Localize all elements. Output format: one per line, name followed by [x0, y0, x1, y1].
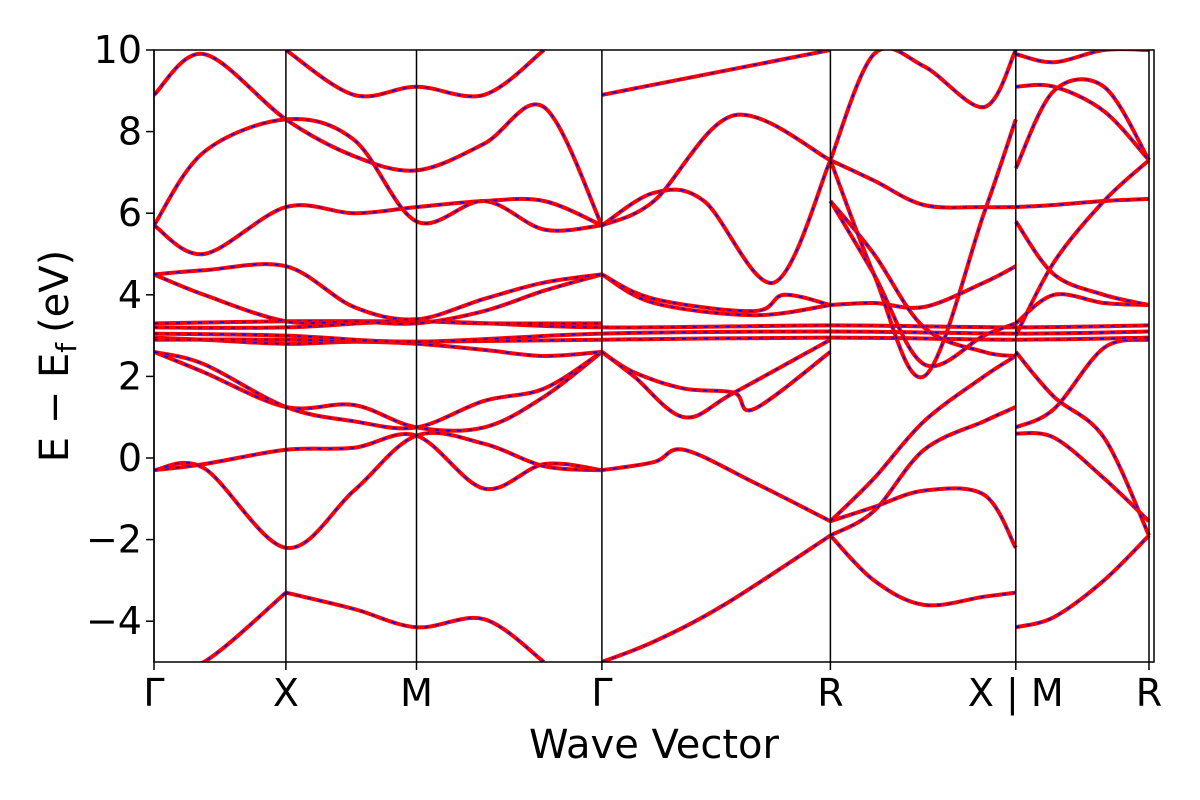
band-line-dashed-38	[1015, 159, 1150, 336]
band-line-1	[601, 447, 832, 523]
band-line-dashed-17	[601, 338, 831, 419]
band-line-dashed-21	[154, 320, 1150, 329]
x-tick-label-2: M	[400, 671, 433, 715]
band-line-dashed-2	[154, 432, 602, 549]
band-line-dashed-29	[154, 198, 603, 255]
band-line-dashed-24	[154, 263, 603, 321]
band-line-15	[154, 349, 603, 431]
band-line-dashed-12	[202, 591, 287, 662]
band-line-dashed-20	[154, 330, 1150, 343]
x-axis: Γ X M Γ R X | M R	[143, 662, 1162, 716]
y-tick-label-2: 0	[118, 436, 142, 480]
band-line-9	[1015, 431, 1151, 523]
y-axis-label-subscript: f	[50, 342, 83, 353]
y-axis: −4 −2 0 2 4 6 8 10	[86, 28, 154, 643]
band-line-dashed-16	[601, 351, 831, 412]
band-line-dashed-15	[154, 351, 603, 430]
high-symmetry-lines	[153, 50, 1150, 662]
band-line-43	[601, 50, 831, 97]
x-tick-label-3: Γ	[591, 671, 612, 715]
band-line-dashed-3	[601, 534, 831, 662]
band-line-44	[828, 50, 1018, 161]
band-line-8	[1015, 534, 1151, 630]
x-tick-label-0: Γ	[143, 671, 164, 715]
band-line-dashed-42	[285, 50, 545, 98]
band-line-dashed-32	[601, 113, 831, 227]
y-axis-label-unit: (eV)	[32, 250, 78, 333]
x-tick-label-5: X | M	[968, 671, 1064, 716]
band-line-11	[1014, 350, 1151, 537]
band-line-dashed-1	[601, 448, 831, 522]
y-tick-label-3: 2	[118, 354, 142, 398]
band-line-dashed-33	[830, 159, 1016, 209]
band-line-31	[600, 159, 833, 285]
plot-frame	[153, 49, 1155, 663]
y-tick-label-4: 4	[118, 273, 142, 317]
band-line-dashed-41	[154, 53, 603, 226]
band-line-dashed-26	[601, 273, 831, 312]
y-tick-label-0: −4	[86, 599, 142, 643]
band-line-dashed-9	[1015, 432, 1150, 522]
x-tick-label-6: R	[1136, 671, 1162, 715]
x-axis-label: Wave Vector	[529, 722, 780, 768]
band-line-7	[829, 354, 1017, 523]
band-line-dashed-40	[1015, 84, 1150, 161]
y-tick-label-7: 10	[94, 28, 142, 72]
band-lines	[154, 50, 1151, 662]
band-line-37	[1015, 196, 1150, 210]
band-line-dashed-23	[154, 273, 603, 325]
band-line-26	[600, 272, 831, 314]
band-line-4	[828, 534, 1017, 608]
band-line-dashed-39	[1015, 78, 1150, 169]
x-tick-label-1: X	[273, 671, 299, 715]
band-line-6	[829, 405, 1017, 538]
band-line-dashed-35	[829, 200, 1017, 367]
y-tick-label-6: 8	[118, 110, 142, 154]
band-line-30	[154, 116, 603, 233]
band-line-12	[199, 591, 288, 662]
band-line-45	[828, 118, 1018, 380]
band-line-dashed-31	[601, 159, 832, 284]
band-line-dashed-14	[154, 351, 603, 432]
band-line-dashed-28	[1015, 293, 1150, 325]
band-line-2	[154, 430, 603, 550]
x-tick-label-4: R	[817, 671, 843, 715]
band-line-dashed-25	[601, 273, 831, 317]
band-line-dashed-0	[154, 433, 602, 490]
y-axis-label-main: E − E	[32, 353, 78, 463]
band-line-38	[1014, 158, 1151, 337]
band-line-dashed-19	[154, 336, 1150, 343]
y-tick-label-1: −2	[86, 518, 142, 562]
band-line-27	[830, 264, 1017, 310]
band-line-42	[284, 50, 546, 99]
y-tick-label-5: 6	[118, 191, 142, 235]
band-line-dashed-11	[1015, 351, 1150, 536]
band-line-46	[1015, 50, 1149, 65]
y-axis-label: E − Ef (eV)	[32, 250, 83, 463]
band-line-3	[601, 533, 832, 662]
band-line-39	[1013, 77, 1151, 170]
band-line-5	[829, 486, 1018, 549]
band-line-dashed-8	[1015, 534, 1150, 629]
band-line-dashed-30	[154, 118, 602, 232]
band-line-32	[601, 112, 832, 228]
band-line-dashed-6	[830, 406, 1017, 537]
band-line-dashed-36	[1015, 220, 1150, 306]
